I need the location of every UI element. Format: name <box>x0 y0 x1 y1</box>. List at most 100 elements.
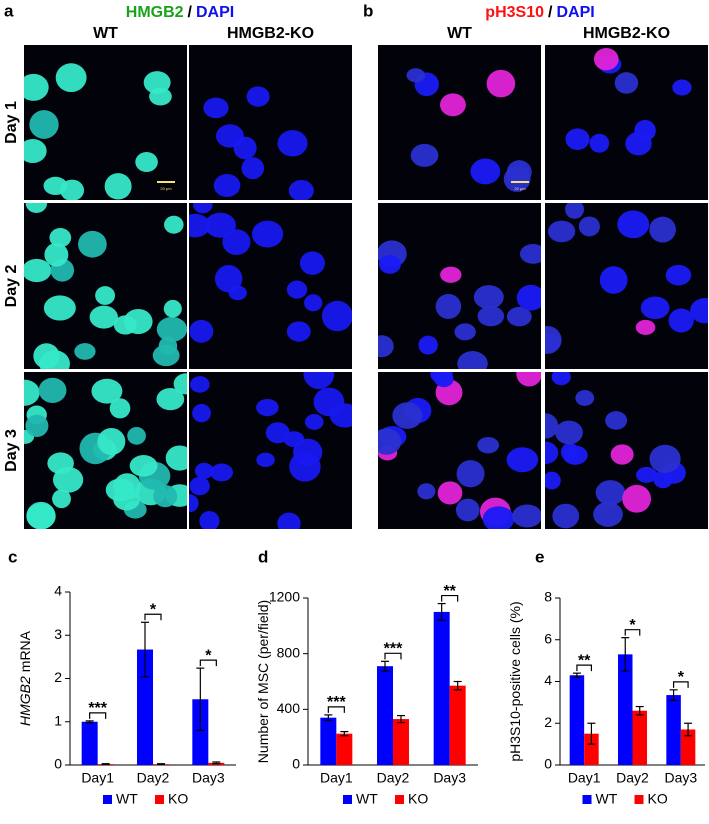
nucleus <box>378 335 394 358</box>
nucleus <box>617 210 650 239</box>
error-bar <box>212 761 221 765</box>
nucleus <box>575 390 595 406</box>
bar <box>393 719 409 765</box>
nucleus <box>44 242 69 267</box>
nucleus <box>593 501 623 527</box>
nucleus <box>283 431 305 448</box>
legend-label: KO <box>648 791 668 807</box>
y-axis-label: Number of MSC (per/field) <box>255 600 271 763</box>
panel-label: b <box>363 1 373 20</box>
scale-bar-label: 20 μm <box>514 186 526 191</box>
nucleus <box>104 173 132 200</box>
title-dapi: DAPI <box>196 4 234 21</box>
nucleus <box>516 284 541 311</box>
nucleus <box>97 428 126 456</box>
nucleus <box>690 298 708 324</box>
nucleus <box>552 503 580 529</box>
bar <box>192 699 209 765</box>
micrograph <box>189 372 352 529</box>
nucleus <box>545 441 559 465</box>
error-bar <box>324 714 333 722</box>
error-bar <box>381 660 389 672</box>
nucleus <box>135 152 158 173</box>
micrograph-bg <box>24 203 187 369</box>
nucleus <box>418 335 438 355</box>
error-bar <box>397 714 405 724</box>
nucleus <box>503 166 531 192</box>
nucleus <box>410 143 439 167</box>
nucleus <box>204 212 236 238</box>
nucleus <box>149 87 172 106</box>
nucleus <box>477 306 505 327</box>
nucleus <box>78 230 107 258</box>
nucleus <box>304 294 323 312</box>
significance-bracket <box>327 706 345 713</box>
title-sep: / <box>188 4 193 21</box>
nucleus <box>649 444 681 474</box>
y-tick-label: 3 <box>54 626 62 642</box>
y-tick-label: 2 <box>544 714 552 730</box>
nucleus <box>113 315 137 335</box>
nucleus <box>256 452 275 468</box>
significance: ** <box>578 652 591 669</box>
bar <box>137 649 153 765</box>
nucleus <box>286 280 308 299</box>
nucleus <box>470 158 501 185</box>
nucleus <box>417 483 436 500</box>
x-tick-label: Day3 <box>664 770 697 786</box>
error-bar <box>340 730 349 737</box>
legend-swatch <box>155 795 164 804</box>
nucleus <box>152 344 180 367</box>
nucleus <box>164 215 184 234</box>
legend-label: KO <box>408 791 428 807</box>
significance: * <box>205 647 212 664</box>
nucleus <box>593 47 619 71</box>
nucleus <box>545 471 561 490</box>
micrograph-bg <box>545 45 708 200</box>
nucleus <box>406 68 426 83</box>
y-axis-label-gene: HMGB2 <box>17 676 33 726</box>
nucleus <box>192 403 211 423</box>
nucleus <box>153 484 178 508</box>
micrograph <box>545 372 708 529</box>
nucleus <box>210 463 234 482</box>
nucleus <box>222 229 251 255</box>
bar <box>584 733 599 765</box>
nucleus <box>605 411 628 430</box>
significance-bracket <box>672 681 689 688</box>
significance-bracket <box>384 652 402 660</box>
x-tick-label: Day2 <box>377 770 410 786</box>
title-stain: pH3S10 <box>485 4 544 21</box>
nucleus <box>519 244 541 264</box>
nucleus <box>43 295 76 321</box>
x-tick-label: Day1 <box>568 770 601 786</box>
significance: * <box>678 669 685 686</box>
nucleus <box>303 372 335 390</box>
title-sep: / <box>548 4 553 21</box>
nucleus <box>43 176 68 196</box>
micrograph <box>24 372 187 529</box>
nucleus <box>95 286 116 305</box>
nucleus <box>435 293 462 319</box>
error-bar <box>453 680 462 691</box>
nucleus <box>486 69 516 98</box>
error-bar <box>101 763 110 766</box>
nucleus <box>277 512 301 529</box>
panel-label: c <box>8 547 17 566</box>
micrograph: 20 μm <box>24 45 187 200</box>
nucleus <box>440 266 462 283</box>
nucleus <box>47 452 74 475</box>
bar <box>81 721 98 765</box>
nucleus <box>635 466 658 483</box>
nucleus <box>38 377 67 403</box>
nucleus <box>189 213 211 238</box>
significance-bracket <box>441 594 459 602</box>
y-tick-label: 8 <box>544 589 552 605</box>
nucleus <box>163 299 182 318</box>
y-axis-label: HMGB2 mRNA <box>17 630 33 726</box>
micrograph <box>189 45 352 200</box>
nucleus <box>665 264 692 286</box>
row-label: Day 1 <box>3 101 20 144</box>
nucleus <box>610 444 634 465</box>
title-stain: HMGB2 <box>126 4 184 21</box>
